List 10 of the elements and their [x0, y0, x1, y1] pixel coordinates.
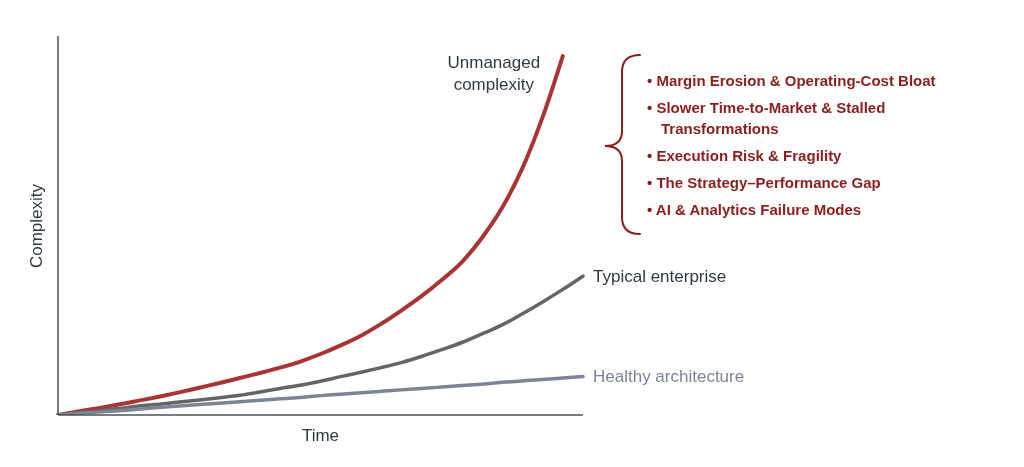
y-axis-title: Complexity [27, 183, 47, 268]
text: • Slower Time-to-Market & Stalled Transformations [647, 98, 887, 139]
text: • The Strategy–Performance Gap [647, 173, 882, 193]
series-label: Unmanaged complexity [447, 53, 541, 95]
series-label: Healthy architecture [593, 367, 745, 387]
series-label: Typical enterprise [593, 266, 727, 286]
text: • Margin Erosion & Operating-Cost Bloat [647, 71, 937, 91]
text: • AI & Analytics Failure Modes [647, 200, 863, 220]
text: • Execution Risk & Fragility [647, 146, 843, 166]
x-axis-title: Time [301, 426, 340, 446]
